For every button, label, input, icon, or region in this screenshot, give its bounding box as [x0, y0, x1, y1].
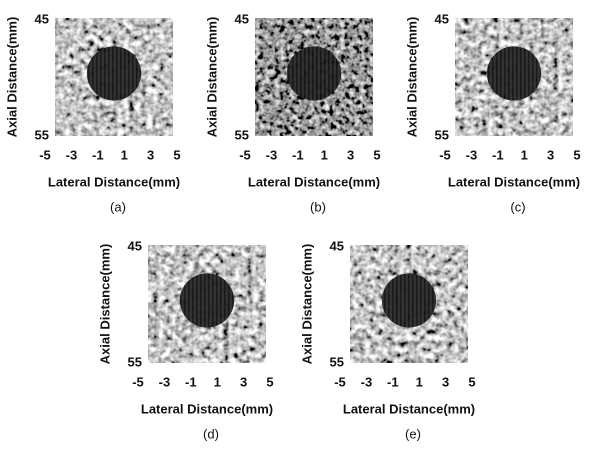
x-tick-label: 3: [547, 147, 554, 162]
x-tick-label: 1: [416, 374, 423, 389]
y-tick-label: 55: [330, 354, 344, 369]
y-tick-label: 45: [435, 11, 449, 26]
panel: Axial Distance(mm) 45 55 -5 -3 -1 1 3 5 Lateral D…: [204, 11, 380, 214]
y-axis-label: Axial Distance(mm): [204, 17, 219, 138]
y-tick-label: 45: [128, 238, 142, 253]
x-tick-label: -3: [266, 147, 278, 162]
cyst: [381, 273, 437, 328]
x-tick-label: -1: [492, 147, 504, 162]
panel: Axial Distance(mm) 45 55 -5 -3 -1 1 3 5 Lateral D…: [404, 11, 580, 214]
y-tick-label: 45: [330, 238, 344, 253]
y-tick-label: 55: [128, 354, 142, 369]
x-tick-label: 3: [147, 147, 154, 162]
x-tick-label: 5: [468, 374, 475, 389]
cyst: [486, 46, 542, 101]
x-tick-label: -5: [439, 147, 451, 162]
x-tick-label: 1: [321, 147, 328, 162]
x-tick-label: -5: [334, 374, 346, 389]
cyst: [179, 273, 235, 328]
y-axis-label: Axial Distance(mm): [4, 17, 19, 138]
x-tick-label: -3: [66, 147, 78, 162]
x-tick-label: -3: [361, 374, 373, 389]
x-tick-label: 1: [521, 147, 528, 162]
y-tick-label: 55: [235, 127, 249, 142]
y-axis-label: Axial Distance(mm): [97, 244, 112, 365]
x-axis-label: Lateral Distance(mm): [248, 174, 380, 189]
x-tick-label: -1: [92, 147, 104, 162]
y-tick-label: 45: [235, 11, 249, 26]
x-tick-label: -3: [159, 374, 171, 389]
panel-label: (e): [405, 426, 421, 441]
y-tick-label: 55: [35, 127, 49, 142]
panel-label: (c): [510, 199, 525, 214]
cyst: [286, 46, 342, 101]
x-tick-label: 3: [240, 374, 247, 389]
x-tick-label: -5: [239, 147, 251, 162]
y-axis-label: Axial Distance(mm): [299, 244, 314, 365]
x-tick-label: 5: [266, 374, 273, 389]
x-tick-label: 5: [173, 147, 180, 162]
x-axis-label: Lateral Distance(mm): [141, 401, 273, 416]
x-axis-label: Lateral Distance(mm): [48, 174, 180, 189]
cyst: [86, 46, 142, 101]
x-tick-label: 5: [373, 147, 380, 162]
x-axis-label: Lateral Distance(mm): [343, 401, 475, 416]
x-tick-label: 3: [442, 374, 449, 389]
x-tick-label: -5: [39, 147, 51, 162]
x-tick-label: -1: [387, 374, 399, 389]
panel: Axial Distance(mm) 45 55 -5 -3 -1 1 3 5 Lateral D…: [97, 238, 273, 441]
x-tick-label: 1: [121, 147, 128, 162]
x-tick-label: 5: [573, 147, 580, 162]
x-tick-label: 3: [347, 147, 354, 162]
y-tick-label: 55: [435, 127, 449, 142]
x-tick-label: 1: [214, 374, 221, 389]
panel-label: (d): [203, 426, 219, 441]
x-tick-label: -3: [466, 147, 478, 162]
x-tick-label: -5: [132, 374, 144, 389]
x-tick-label: -1: [185, 374, 197, 389]
panel: Axial Distance(mm) 45 55 -5 -3 -1 1 3 5 Lateral D…: [4, 11, 180, 214]
x-tick-label: -1: [292, 147, 304, 162]
panel: Axial Distance(mm) 45 55 -5 -3 -1 1 3 5 Lateral D…: [299, 238, 475, 441]
x-axis-label: Lateral Distance(mm): [448, 174, 580, 189]
y-tick-label: 45: [35, 11, 49, 26]
panel-label: (a): [110, 199, 126, 214]
y-axis-label: Axial Distance(mm): [404, 17, 419, 138]
panel-label: (b): [310, 199, 326, 214]
